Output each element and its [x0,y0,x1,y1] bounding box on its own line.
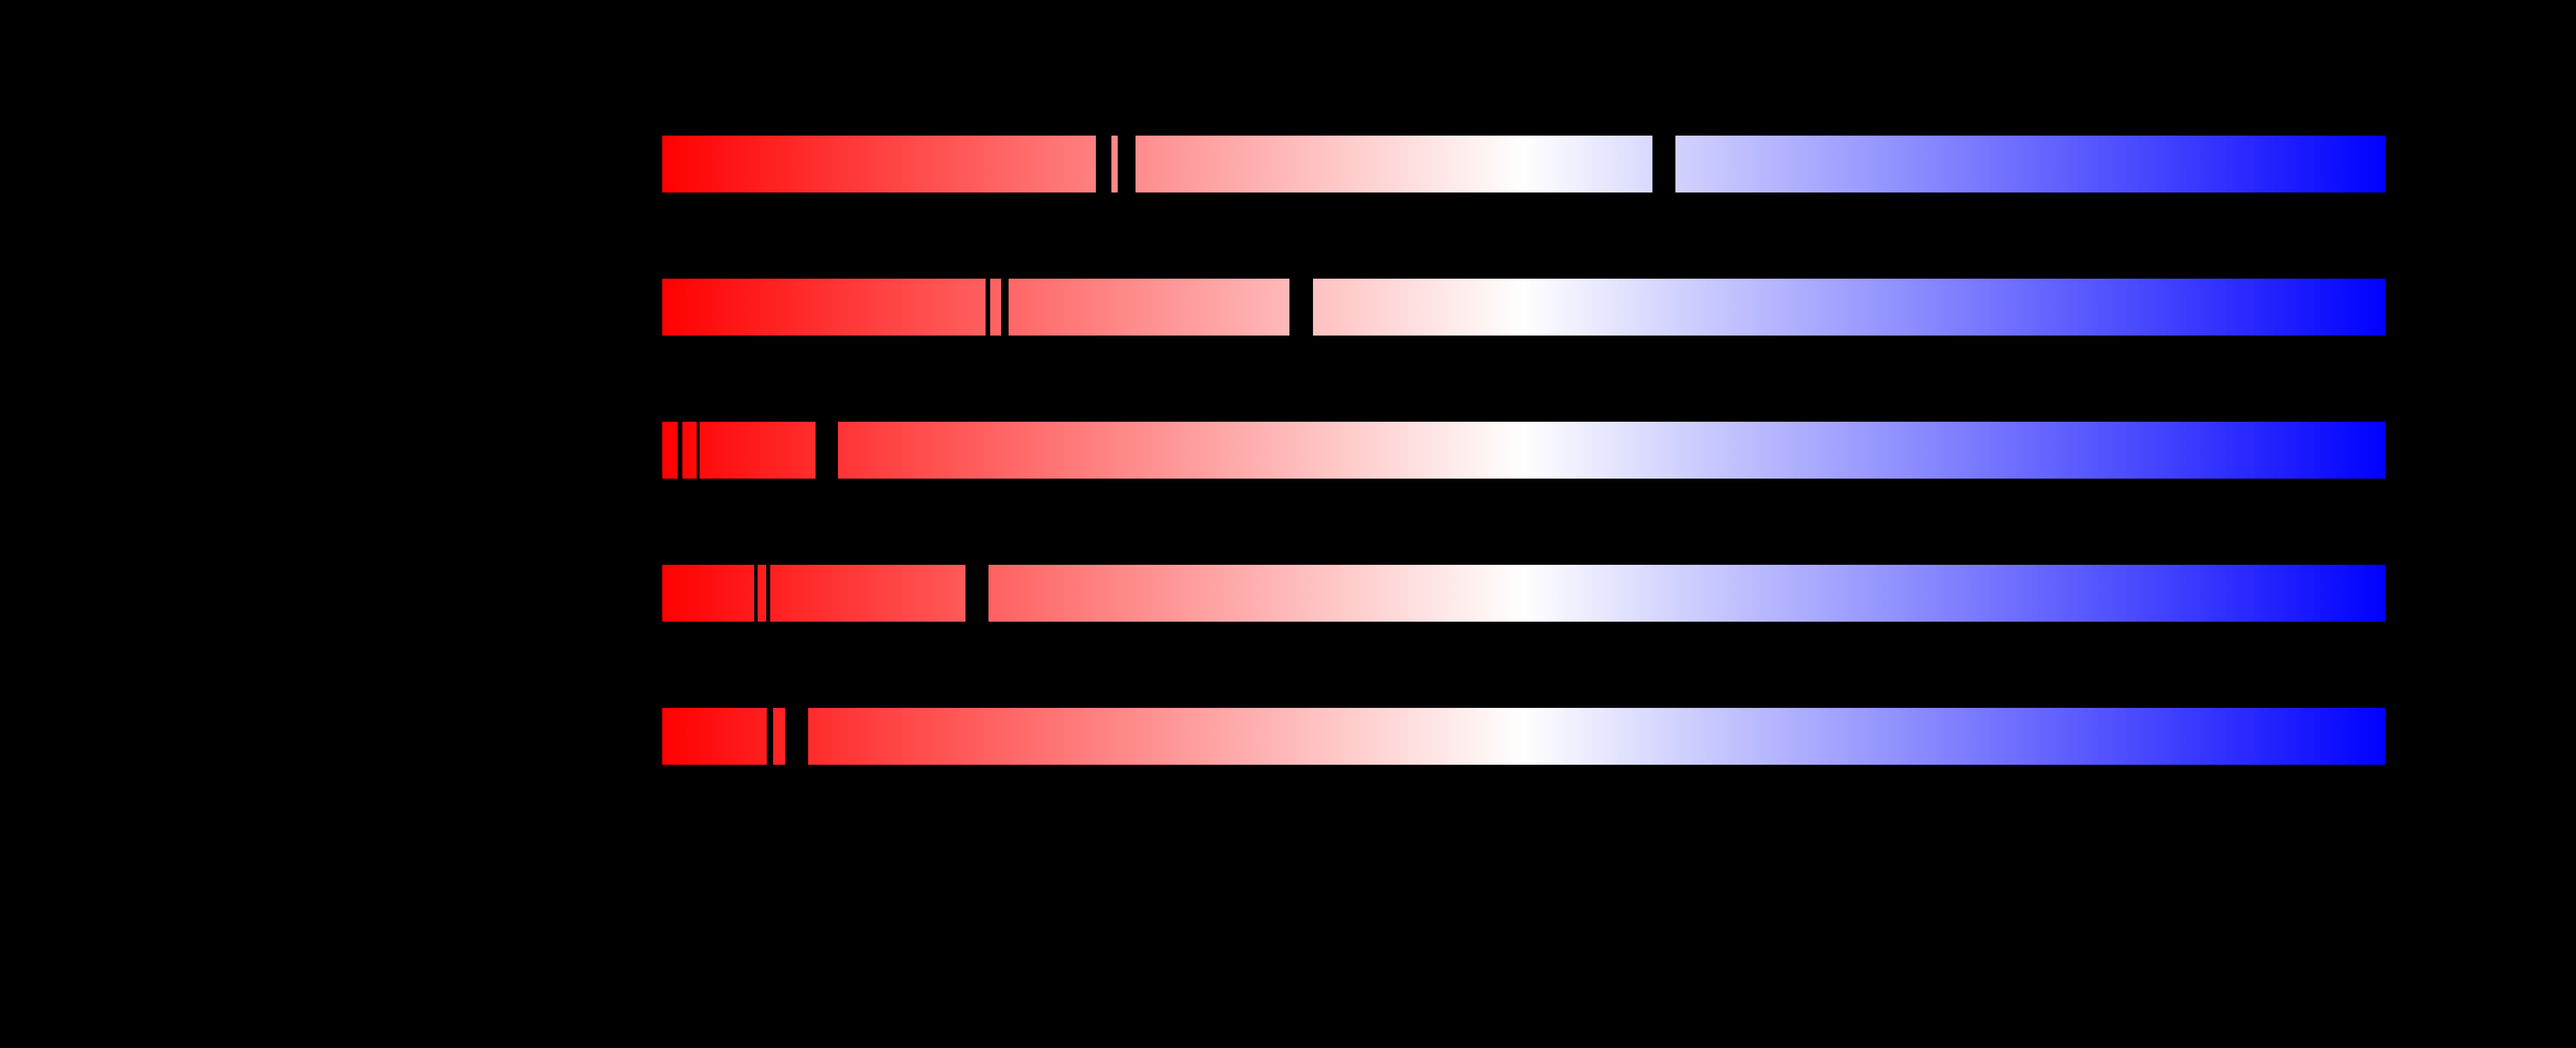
bar-segment [682,422,697,479]
bar-segment [770,565,965,622]
bar-segment [990,279,1002,336]
bar-segment [1313,279,2385,336]
bar-row [662,708,2385,765]
bar-segment [662,422,678,479]
bar-segment [1136,136,1653,192]
bar-segment [1675,136,2385,192]
bar-segment [988,565,2385,622]
bar-track [662,136,2385,192]
bar-track [662,565,2385,622]
bar-segment [808,708,2385,765]
bar-row [662,565,2385,622]
bar-track [662,708,2385,765]
bar-segment [662,279,986,336]
bar-row [662,279,2385,336]
bar-segment [700,422,816,479]
bar-row [662,422,2385,479]
bar-segment [773,708,785,765]
bar-segment [1111,136,1118,192]
bar-track [662,422,2385,479]
bar-segment [1009,279,1289,336]
bar-track [662,279,2385,336]
bar-segment [838,422,2385,479]
bar-segment [662,565,754,622]
bar-segment [662,136,1096,192]
bar-segment [662,708,767,765]
bar-segment [757,565,766,622]
bar-row [662,136,2385,192]
